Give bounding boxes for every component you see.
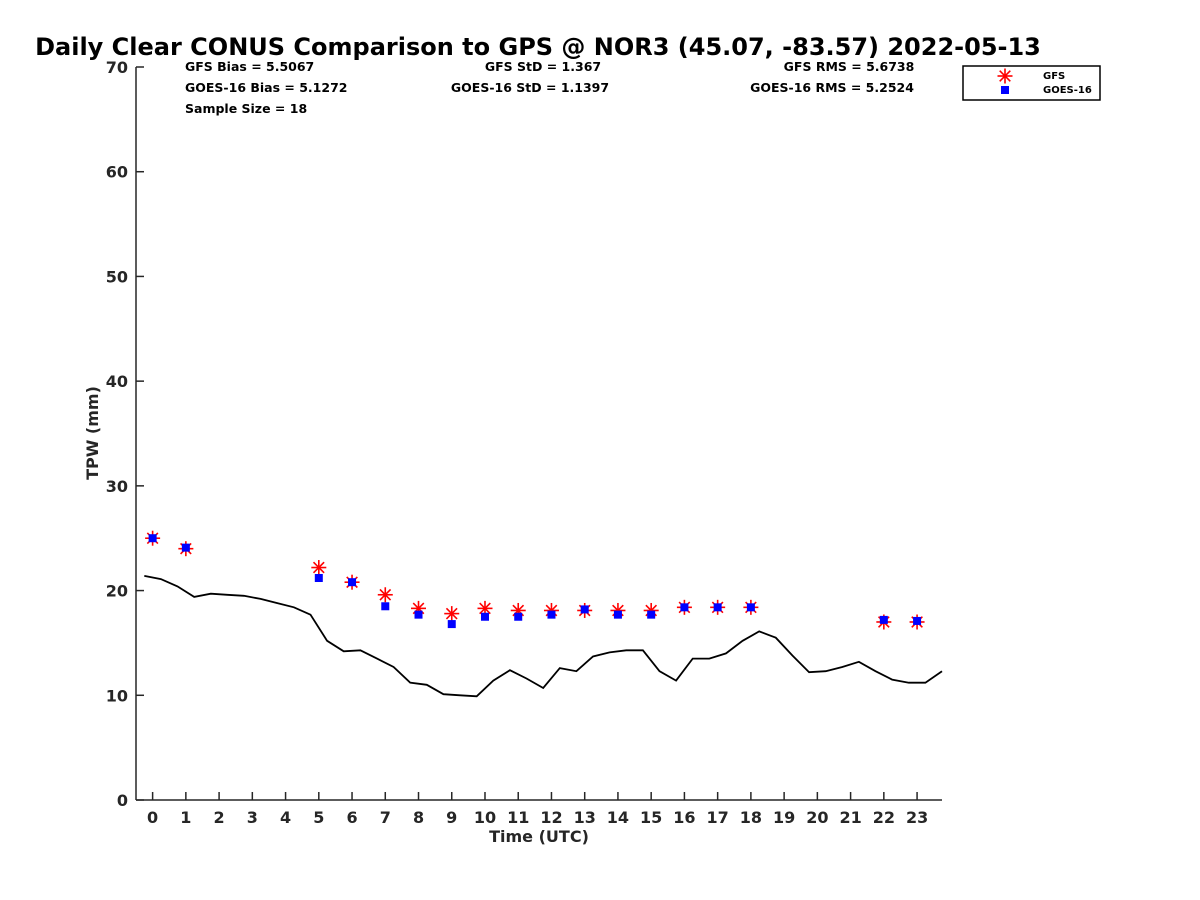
- x-tick-label: 11: [507, 808, 529, 827]
- x-tick-label: 3: [247, 808, 258, 827]
- y-tick-label: 40: [106, 372, 128, 391]
- goes16-point: [613, 610, 622, 619]
- goes16-point: [381, 602, 390, 611]
- x-tick-label: 22: [873, 808, 895, 827]
- stat-sample-size: Sample Size = 18: [185, 101, 307, 116]
- y-tick-label: 50: [106, 267, 128, 286]
- y-tick-label: 30: [106, 477, 128, 496]
- x-tick-label: 12: [540, 808, 562, 827]
- y-tick-label: 0: [117, 791, 128, 810]
- stat-goes-std: GOES-16 StD = 1.1397: [451, 80, 609, 95]
- x-tick-label: 14: [607, 808, 629, 827]
- legend-gfs-asterisk: [997, 68, 1013, 84]
- goes16-point: [314, 574, 323, 583]
- y-tick-label: 60: [106, 163, 128, 182]
- gfs-point: [311, 560, 327, 576]
- x-tick-label: 16: [673, 808, 695, 827]
- x-tick-label: 2: [214, 808, 225, 827]
- stat-goes-rms: GOES-16 RMS = 5.2524: [750, 80, 914, 95]
- gps-series-line: [144, 575, 943, 698]
- y-axis-label: TPW (mm): [83, 386, 102, 480]
- x-tick-label: 1: [180, 808, 191, 827]
- x-axis-label: Time (UTC): [489, 827, 589, 846]
- goes16-point: [514, 612, 523, 621]
- goes16-point: [480, 612, 489, 621]
- x-tick-label: 9: [446, 808, 457, 827]
- legend-gfs-marker: [997, 68, 1013, 84]
- x-tick-label: 0: [147, 808, 158, 827]
- goes16-point: [447, 620, 456, 629]
- stat-gfs-std: GFS StD = 1.367: [485, 59, 601, 74]
- x-tick-label: 18: [740, 808, 762, 827]
- goes16-point: [148, 534, 157, 543]
- x-tick-label: 23: [906, 808, 928, 827]
- x-tick-label: 7: [380, 808, 391, 827]
- goes16-point: [348, 578, 357, 587]
- goes16-point: [547, 610, 556, 619]
- stat-goes-bias: GOES-16 Bias = 5.1272: [185, 80, 347, 95]
- goes16-point: [680, 603, 689, 612]
- goes16-point: [713, 603, 722, 612]
- x-tick-label: 19: [773, 808, 795, 827]
- gfs-point: [444, 606, 460, 622]
- goes16-point: [580, 605, 589, 614]
- x-tick-label: 17: [707, 808, 729, 827]
- goes16-point: [414, 610, 423, 619]
- x-tick-label: 15: [640, 808, 662, 827]
- stat-gfs-rms: GFS RMS = 5.6738: [784, 59, 915, 74]
- x-tick-label: 10: [474, 808, 496, 827]
- legend-goes-marker: [1001, 86, 1009, 94]
- x-tick-label: 20: [806, 808, 828, 827]
- goes16-point: [879, 615, 888, 624]
- y-tick-label: 70: [106, 58, 128, 77]
- legend-goes-label: GOES-16: [1043, 85, 1092, 96]
- legend-box: [962, 65, 1101, 101]
- x-tick-label: 21: [839, 808, 861, 827]
- legend-gfs-label: GFS: [1043, 71, 1065, 82]
- x-tick-label: 5: [313, 808, 324, 827]
- goes16-point: [913, 616, 922, 625]
- x-tick-label: 13: [574, 808, 596, 827]
- stat-gfs-bias: GFS Bias = 5.5067: [185, 59, 314, 74]
- chart-title: Daily Clear CONUS Comparison to GPS @ NO…: [35, 33, 1041, 61]
- goes16-point: [746, 603, 755, 612]
- y-tick-label: 20: [106, 582, 128, 601]
- x-tick-label: 4: [280, 808, 291, 827]
- legend: GFS GOES-16: [962, 65, 1101, 101]
- legend-goes-square: [1001, 86, 1009, 94]
- goes16-point: [647, 610, 656, 619]
- goes16-point: [181, 543, 190, 552]
- gfs-point: [377, 587, 393, 603]
- y-tick-label: 10: [106, 686, 128, 705]
- x-tick-label: 8: [413, 808, 424, 827]
- x-tick-label: 6: [346, 808, 357, 827]
